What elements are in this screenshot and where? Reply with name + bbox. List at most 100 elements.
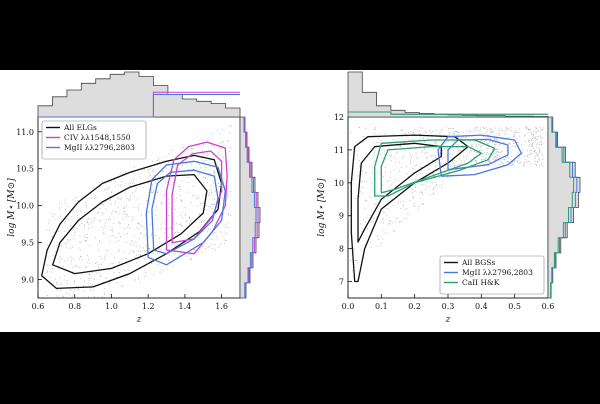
scatter-point [542, 154, 544, 156]
scatter-point [409, 162, 411, 164]
scatter-point [486, 130, 488, 132]
scatter-point [446, 155, 448, 157]
scatter-point [441, 150, 444, 152]
scatter-point [52, 254, 54, 256]
scatter-point [513, 145, 515, 147]
scatter-point [398, 161, 400, 163]
scatter-point [150, 233, 152, 235]
scatter-point [90, 193, 92, 195]
scatter-point [534, 158, 536, 160]
scatter-point [169, 244, 171, 246]
scatter-point [179, 235, 182, 237]
scatter-point [423, 148, 425, 150]
scatter-point [500, 151, 502, 153]
scatter-point [227, 140, 229, 142]
scatter-point [135, 190, 137, 192]
scatter-point [95, 262, 97, 264]
scatter-point [202, 153, 204, 155]
scatter-point [439, 153, 441, 155]
scatter-point [541, 129, 543, 131]
scatter-point [213, 172, 216, 174]
scatter-point [203, 144, 205, 146]
scatter-point [126, 226, 129, 228]
scatter-point [518, 141, 520, 144]
scatter-point [517, 152, 519, 154]
scatter-point [171, 149, 173, 152]
scatter-point [70, 263, 72, 265]
scatter-point [160, 204, 162, 206]
scatter-point [494, 163, 496, 165]
scatter-point [415, 156, 417, 158]
scatter-point [414, 190, 416, 192]
y-tick-label: 10.5 [16, 165, 34, 174]
scatter-point [409, 200, 411, 202]
scatter-point [524, 163, 526, 165]
scatter-point [149, 250, 151, 252]
scatter-point [69, 225, 72, 227]
scatter-point [77, 215, 79, 217]
scatter-point [540, 141, 542, 143]
scatter-point [89, 277, 91, 279]
scatter-point [227, 141, 230, 143]
scatter-point [419, 138, 421, 140]
scatter-point [406, 208, 408, 210]
scatter-point [197, 251, 199, 253]
scatter-point [133, 166, 136, 168]
scatter-point [462, 147, 464, 149]
scatter-point [507, 156, 509, 158]
scatter-point [509, 136, 511, 138]
scatter-point [114, 186, 116, 188]
scatter-point [193, 236, 195, 238]
legend-box [439, 255, 545, 295]
scatter-point [132, 172, 134, 174]
scatter-point [146, 250, 148, 252]
scatter-point [489, 138, 492, 140]
scatter-point [349, 131, 351, 134]
scatter-point [452, 131, 454, 133]
scatter-point [377, 172, 379, 174]
scatter-point [501, 150, 503, 152]
scatter-point [103, 189, 106, 191]
scatter-point [534, 136, 536, 138]
legend-label: CIV λλ1548,1550 [64, 133, 131, 142]
scatter-point [447, 176, 449, 178]
scatter-point [475, 127, 477, 129]
scatter-point [526, 154, 529, 156]
scatter-point [507, 162, 509, 164]
scatter-point [157, 264, 159, 266]
scatter-point [59, 203, 61, 205]
scatter-point [495, 138, 497, 140]
scatter-point [51, 271, 53, 273]
scatter-point [475, 160, 477, 162]
scatter-point [214, 248, 216, 250]
scatter-point [177, 231, 179, 233]
scatter-point [225, 226, 227, 228]
scatter-point [111, 262, 113, 264]
scatter-point [492, 141, 494, 143]
scatter-point [133, 178, 135, 180]
scatter-point [128, 253, 130, 255]
scatter-point [434, 181, 436, 183]
scatter-point [73, 227, 75, 229]
scatter-point [138, 228, 140, 231]
scatter-point [131, 241, 133, 243]
scatter-point [136, 198, 138, 200]
scatter-point [143, 169, 145, 171]
scatter-point [201, 139, 203, 141]
scatter-point [209, 193, 211, 195]
scatter-point [504, 159, 506, 161]
scatter-point [122, 285, 124, 287]
scatter-point [163, 159, 165, 162]
scatter-point [395, 217, 397, 219]
x-tick-label: 0.2 [408, 302, 421, 311]
scatter-point [178, 223, 180, 225]
scatter-point [135, 242, 137, 244]
y-tick-label: 11.0 [16, 128, 34, 137]
scatter-point [86, 206, 88, 208]
scatter-point [536, 152, 538, 154]
scatter-point [58, 209, 60, 211]
scatter-point [172, 181, 174, 183]
scatter-point [137, 209, 140, 211]
scatter-point [142, 247, 144, 249]
scatter-point [101, 296, 103, 298]
